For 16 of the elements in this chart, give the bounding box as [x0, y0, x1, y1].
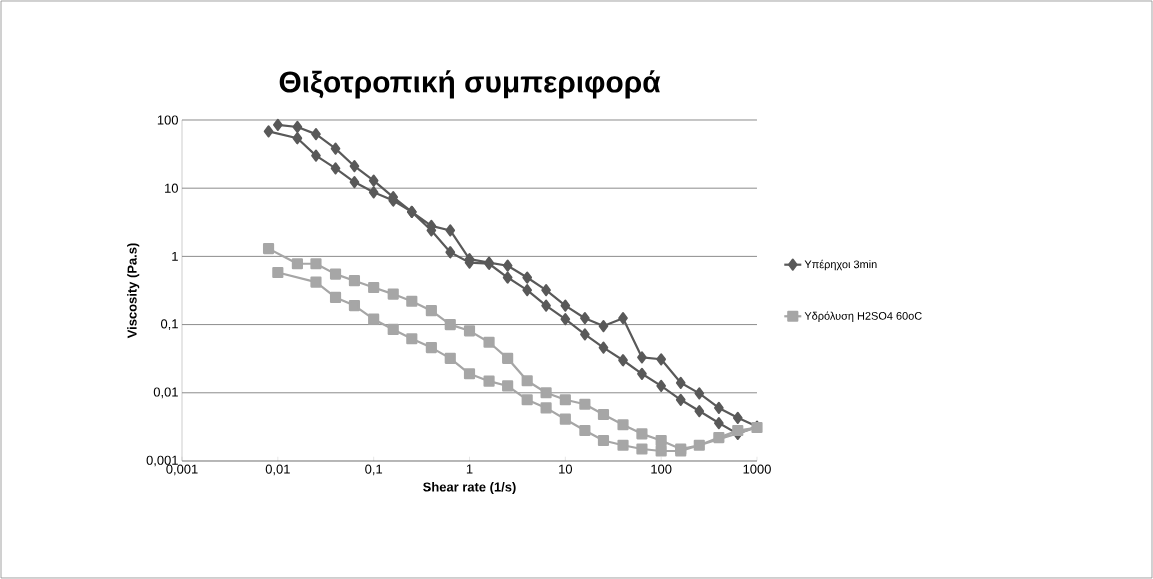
x-tick-label: 10 [559, 464, 573, 474]
chart-title: Θιξοτροπική συμπεριφορά [279, 70, 661, 99]
y-tick-label: 0,01 [153, 387, 178, 399]
y-tick-label: 0,1 [160, 319, 178, 330]
x-axis-title: Shear rate (1/s) [423, 482, 516, 495]
legend-label: Υδρόλυση H2SO4 60oC [804, 311, 922, 322]
x-tick-label: 0,01 [265, 464, 290, 476]
y-tick-label: 100 [157, 115, 178, 125]
y-axis-title: Viscosity (Pa.s) [127, 243, 140, 339]
x-tick-label: 0,1 [365, 464, 383, 476]
y-tick-label: 1 [172, 251, 178, 261]
x-tick-label: 1000 [743, 464, 771, 474]
x-tick-label: 1 [466, 464, 473, 474]
y-tick-label: 10 [165, 183, 178, 193]
x-tick-label: 100 [651, 464, 672, 474]
legend-label: Υπέρηχοι 3min [804, 259, 877, 271]
